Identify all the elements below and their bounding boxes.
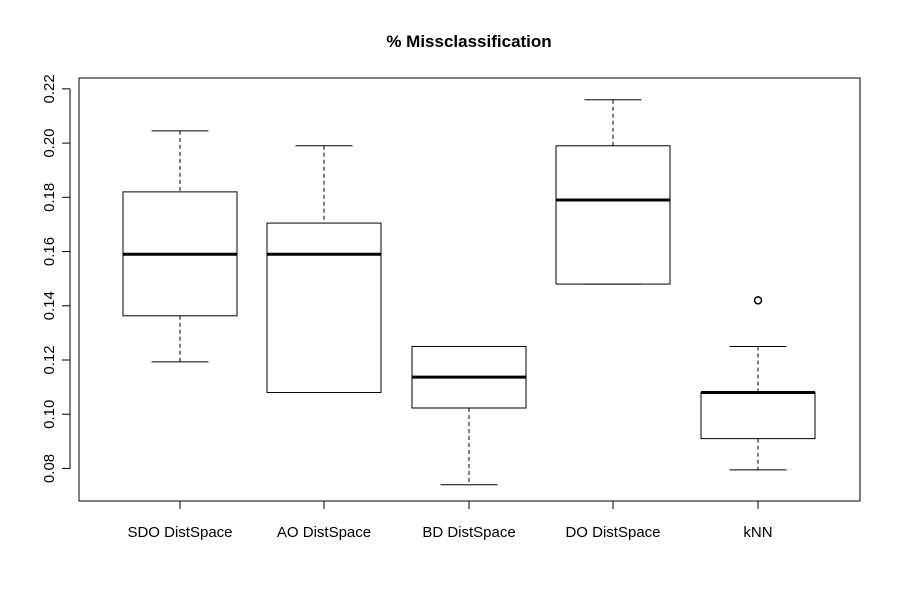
box-sdo-distspace (122, 130, 238, 363)
x-axis: SDO DistSpace AO DistSpace BD DistSpace DO … (127, 500, 773, 541)
chart-title: % Missclassification (386, 32, 551, 51)
iqr-box (555, 145, 671, 285)
x-tick-label: BD DistSpace (422, 524, 515, 541)
x-tick-label: SDO DistSpace (127, 524, 232, 541)
y-tick-label: 0.10 (41, 400, 58, 429)
box-series (122, 99, 816, 486)
iqr-box (266, 222, 382, 394)
y-tick-label: 0.22 (41, 74, 58, 103)
y-tick-label: 0.16 (41, 237, 58, 266)
x-tick-label: kNN (743, 524, 772, 541)
box-bd-distspace (411, 345, 527, 486)
outlier-point (753, 296, 763, 305)
y-tick-label: 0.18 (41, 183, 58, 212)
x-tick-label: AO DistSpace (277, 524, 371, 541)
box-do-distspace (555, 99, 671, 285)
iqr-box (700, 392, 816, 440)
y-tick-label: 0.14 (41, 291, 58, 320)
x-tick-label: DO DistSpace (565, 524, 660, 541)
y-tick-label: 0.12 (41, 345, 58, 374)
y-tick-label: 0.20 (41, 128, 58, 157)
y-tick-label: 0.08 (41, 454, 58, 483)
box-knn (700, 296, 816, 471)
y-axis: 0.08 0.10 0.12 0.14 0.16 0.18 0.20 0.22 (41, 74, 71, 483)
box-ao-distspace (266, 145, 382, 394)
